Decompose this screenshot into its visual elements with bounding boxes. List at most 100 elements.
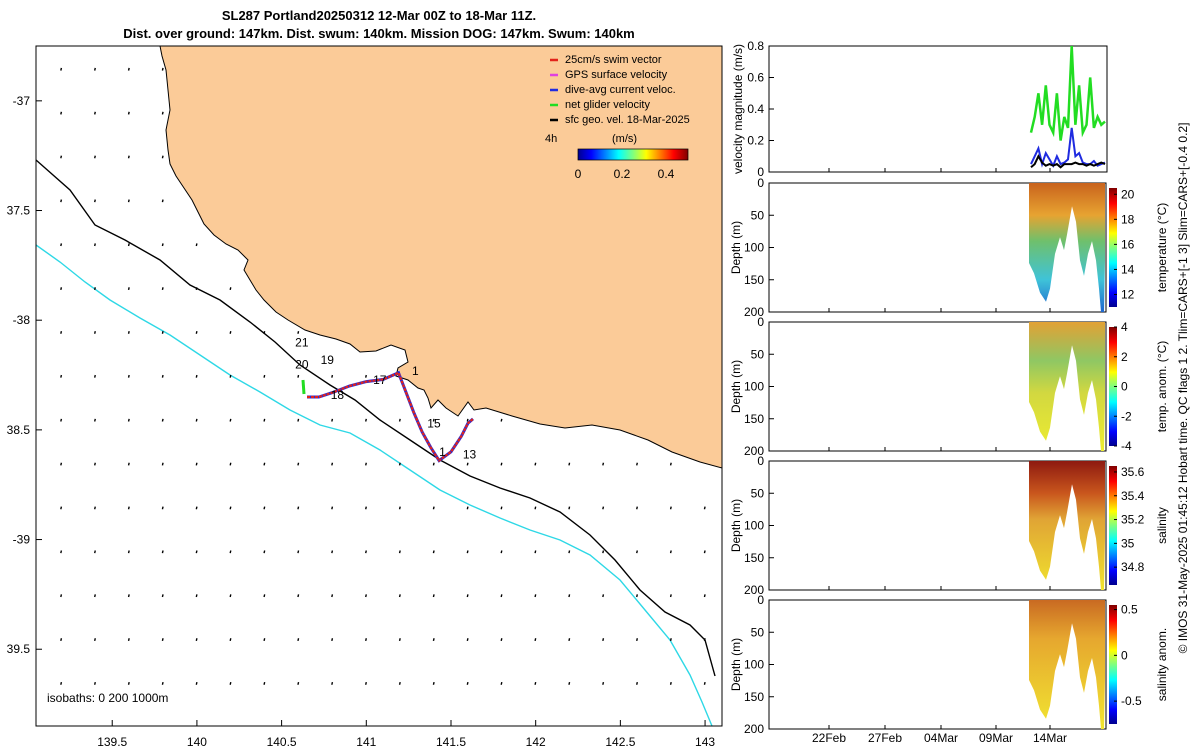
waypoint-label: 18 xyxy=(331,388,345,402)
current-vector xyxy=(466,506,469,510)
current-vector xyxy=(263,506,266,510)
time-axis: 22Feb 27Feb 04Mar 09Mar 14Mar xyxy=(812,168,1067,745)
current-vector xyxy=(60,155,63,159)
chart-title: SL287 Portland20250312 12-Mar 00Z to 18-… xyxy=(221,8,537,23)
current-vector xyxy=(127,199,130,203)
current-vector xyxy=(568,594,571,598)
colorbar-label: temperature (°C) xyxy=(1155,203,1169,293)
depth-axis-label: Depth (m) xyxy=(729,360,743,413)
current-vector xyxy=(669,594,672,598)
map-y-tick-label: -38 xyxy=(13,313,31,327)
map-y-tick-label: 38.5 xyxy=(7,423,31,437)
current-vector xyxy=(703,506,706,510)
current-vector xyxy=(195,331,198,334)
current-vector xyxy=(331,638,334,642)
current-vector xyxy=(60,243,63,247)
current-vector xyxy=(636,462,638,466)
current-vector xyxy=(60,331,63,334)
current-vector xyxy=(94,243,96,247)
colorbar-label: salinity anom. xyxy=(1155,628,1169,701)
current-vector xyxy=(195,418,198,422)
current-vector xyxy=(127,67,130,71)
map-panel: 21 20 19 18 17 1 15 1 13 139.5 140 140.5 141 141.5 14… xyxy=(7,45,723,749)
current-vector xyxy=(602,594,605,598)
current-vector xyxy=(161,331,164,334)
current-vector xyxy=(636,594,638,598)
legend-entry: sfc geo. vel. 18-Mar-2025 xyxy=(565,114,690,126)
current-vector xyxy=(60,681,63,685)
net-glider-velocity-vector xyxy=(301,379,306,395)
current-vector xyxy=(195,462,198,466)
current-vector xyxy=(534,681,537,685)
glider-track xyxy=(307,371,474,463)
depth-axis-label: Depth (m) xyxy=(729,638,743,691)
current-vector xyxy=(229,506,232,510)
time-tick-label: 09Mar xyxy=(979,731,1013,745)
colorbar-tick-label: -4 xyxy=(1121,439,1132,453)
colorbar-tick-label: 0 xyxy=(1121,380,1128,394)
current-vector xyxy=(500,681,503,685)
colorbar-unit-label: (m/s) xyxy=(612,133,637,145)
current-vector xyxy=(161,506,164,510)
current-vector xyxy=(297,681,300,685)
map-x-tick-label: 139.5 xyxy=(97,735,127,749)
colorbar-tick-label: 0.5 xyxy=(1121,603,1138,617)
colorbar-label: temp. anom. (°C) xyxy=(1155,341,1169,433)
current-vector xyxy=(263,550,266,554)
velocity-y-tick-label: 0 xyxy=(757,165,764,179)
current-vector xyxy=(636,550,638,554)
section-data-field xyxy=(1029,322,1105,451)
current-vector xyxy=(398,594,401,598)
waypoint-label: 21 xyxy=(295,336,309,350)
current-vector xyxy=(331,374,334,378)
current-vector xyxy=(60,594,63,598)
legend-entry: 25cm/s swim vector xyxy=(565,54,662,66)
current-vector xyxy=(500,506,503,510)
current-vector xyxy=(365,681,367,685)
section-data-field xyxy=(1029,461,1105,590)
map-x-tick-label: 141 xyxy=(356,735,376,749)
current-vector xyxy=(195,506,198,510)
current-vector xyxy=(500,638,503,642)
colorbar-tick-label: 14 xyxy=(1121,262,1135,276)
velocity-ylabel: velocity magnitude (m/s) xyxy=(731,44,745,174)
current-vector xyxy=(195,374,198,378)
current-vector xyxy=(432,638,435,642)
current-vector xyxy=(602,638,605,642)
current-vector xyxy=(229,550,232,554)
current-vector xyxy=(669,462,672,466)
current-vector xyxy=(195,594,198,598)
section-colorbar xyxy=(1109,188,1117,307)
current-vector xyxy=(263,681,266,685)
current-vector xyxy=(127,287,130,291)
section-panel: 0 50 100 150 200 Depth (m) 20 18 16 14 12 temperatu… xyxy=(729,176,1169,319)
current-vector xyxy=(398,462,401,466)
current-vector xyxy=(94,594,96,598)
current-vector xyxy=(127,638,130,642)
depth-tick-label: 200 xyxy=(744,583,764,597)
current-vector xyxy=(297,506,300,510)
current-vector xyxy=(127,418,130,422)
current-vector xyxy=(94,374,96,378)
section-colorbar xyxy=(1109,327,1117,446)
depth-tick-label: 100 xyxy=(744,658,764,672)
current-vector xyxy=(60,374,63,378)
current-vector xyxy=(195,638,198,642)
current-vector xyxy=(331,550,334,554)
current-vector xyxy=(534,506,537,510)
current-vector xyxy=(398,638,401,642)
current-vector xyxy=(229,681,232,685)
map-x-tick-label: 141.5 xyxy=(436,735,466,749)
current-vector xyxy=(94,462,96,466)
current-vector xyxy=(669,506,672,510)
current-vector xyxy=(161,681,164,685)
current-vector xyxy=(127,506,130,510)
current-vector xyxy=(432,594,435,598)
current-vector xyxy=(365,594,367,598)
colorbar-tick-label: 35 xyxy=(1121,536,1135,550)
current-vector xyxy=(94,418,96,422)
isobath-note: isobaths: 0 200 1000m xyxy=(47,691,168,705)
current-vector xyxy=(398,418,401,422)
current-vector xyxy=(94,67,96,71)
